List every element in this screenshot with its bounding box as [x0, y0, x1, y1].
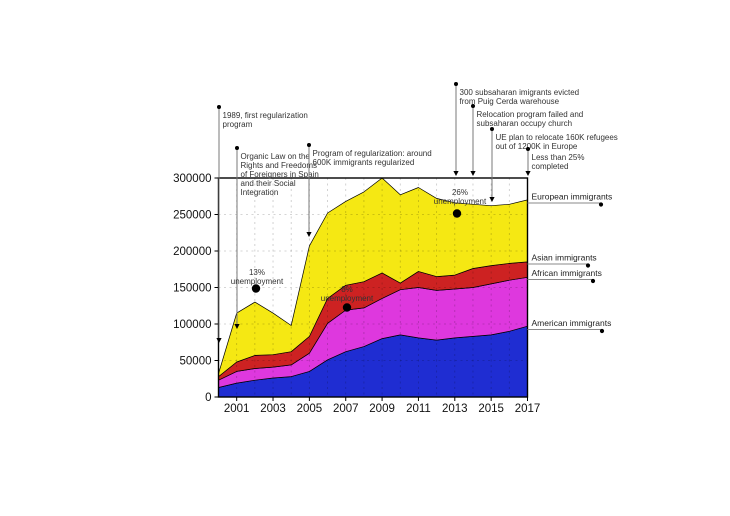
event-annotation-arrowhead: [306, 232, 312, 237]
event-annotation-dot: [526, 147, 530, 151]
unemployment-label: 26%: [452, 188, 468, 197]
event-annotation-text: Less than 25%: [532, 153, 585, 162]
series-label-dot: [590, 278, 596, 284]
x-axis-label: 2001: [224, 403, 250, 415]
event-annotation-text: 300 subsaharan imigrants evicted: [460, 88, 580, 97]
event-annotation-text: and their Social: [241, 179, 296, 188]
event-annotation-arrowhead: [216, 338, 222, 343]
unemployment-dot: [251, 284, 261, 293]
event-annotation-arrowhead: [525, 171, 531, 176]
event-annotation-text: of Foreigners in Spain: [241, 170, 319, 179]
x-axis-label: 2005: [297, 403, 323, 415]
event-annotation-text: Relocation program failed and: [477, 110, 584, 119]
x-axis-label: 2009: [369, 403, 395, 415]
y-axis-label: 200000: [173, 246, 211, 258]
unemployment-label: unemployment: [434, 197, 487, 206]
y-axis-label: 300000: [173, 173, 211, 185]
series-label-dot: [599, 328, 605, 334]
y-axis-label: 50000: [180, 356, 212, 368]
y-axis-label: 250000: [173, 210, 211, 222]
x-axis-label: 2017: [515, 403, 541, 415]
event-annotation-dot: [454, 82, 458, 86]
series-label-dot: [598, 202, 604, 207]
unemployment-label: 8%: [341, 285, 353, 294]
event-annotation-text: 1989, first regularization: [223, 111, 308, 120]
x-axis-label: 2003: [260, 403, 286, 415]
unemployment-label: unemployment: [231, 277, 284, 286]
event-annotation-text: from Puig Cerda warehouse: [460, 97, 560, 106]
y-axis-label: 150000: [173, 283, 211, 295]
event-annotation-text: UE plan to relocate 160K refugees: [496, 133, 618, 142]
event-annotation-text: 600K immigrants regularized: [313, 158, 415, 167]
series-label-dot: [585, 263, 591, 268]
event-annotation-arrowhead: [234, 324, 240, 329]
event-annotation-text: Integration: [241, 188, 279, 197]
event-annotation-arrowhead: [470, 171, 476, 176]
event-annotation-dot: [471, 104, 475, 108]
event-annotation-arrowhead: [453, 171, 459, 176]
event-annotation-text: subsaharan occupy church: [477, 119, 573, 128]
event-annotation-text: Organic Law on the: [241, 152, 311, 161]
x-axis-label: 2013: [442, 403, 468, 415]
event-annotation-text: out of 1200K in Europe: [496, 142, 578, 151]
event-annotation-dot: [235, 146, 239, 150]
unemployment-dot: [342, 303, 352, 312]
unemployment-label: 13%: [249, 268, 265, 277]
event-annotation-arrowhead: [489, 197, 495, 202]
event-annotation-text: program: [223, 120, 253, 129]
event-annotation-text: Program of regularization: around: [313, 149, 432, 158]
x-axis-label: 2011: [406, 403, 431, 415]
series-edge-label-asian-immigrants: Asian immigrants: [532, 253, 597, 263]
event-annotation-dot: [217, 105, 221, 109]
unemployment-label: unemployment: [321, 294, 374, 303]
event-annotation-text: completed: [532, 162, 569, 171]
event-annotation-text: Rights and Freedoms: [241, 161, 317, 170]
series-edge-label-african-immigrants: African immigrants: [532, 268, 602, 278]
event-annotation-dot: [490, 127, 494, 131]
x-axis-label: 2015: [478, 403, 504, 415]
unemployment-dot: [452, 209, 462, 218]
series-edge-label-european-immigrants: European immigrants: [532, 192, 613, 202]
event-annotation-dot: [307, 143, 311, 147]
x-axis-label: 2007: [333, 403, 359, 415]
y-axis-label: 100000: [173, 319, 211, 331]
series-edge-label-american-immigrants: American immigrants: [532, 318, 612, 328]
y-axis-label: 0: [205, 392, 211, 404]
